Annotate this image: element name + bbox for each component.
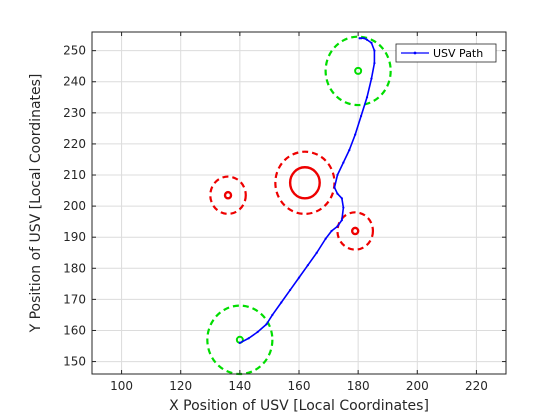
- x-tick-label: 180: [347, 379, 370, 393]
- usv-path-point: [342, 206, 345, 209]
- usv-path-point: [365, 38, 369, 41]
- legend-swatch-marker: [413, 51, 417, 55]
- usv-path-point: [238, 341, 241, 345]
- y-tick-label: 210: [63, 168, 86, 182]
- y-tick-label: 220: [63, 137, 86, 151]
- legend-entry-usv-path: USV Path: [433, 47, 483, 60]
- usv-path-point: [336, 192, 339, 195]
- usv-path-point: [265, 323, 268, 326]
- usv-path-point: [342, 161, 345, 164]
- usv-path-point: [360, 114, 363, 118]
- usv-path-point: [370, 77, 373, 80]
- usv-path-point: [297, 276, 301, 279]
- usv-path-point: [358, 37, 361, 40]
- usv-path-point: [362, 37, 366, 40]
- usv-path-point: [333, 186, 336, 189]
- y-tick-label: 200: [63, 199, 86, 213]
- usv-path-point: [336, 225, 339, 228]
- y-tick-label: 180: [63, 261, 86, 275]
- goal-region-circle: [324, 35, 392, 107]
- tick-layer: 100 120 140 160 180 200 220 150 160 170 180 190 200 2…: [63, 32, 506, 393]
- x-tick-label: 140: [228, 379, 251, 393]
- y-tick-label: 230: [63, 106, 86, 120]
- path-layer: [238, 37, 376, 345]
- x-axis-label: X Position of USV [Local Coordinates]: [169, 398, 429, 414]
- usv-path-point: [289, 288, 292, 292]
- usv-path-point: [370, 41, 373, 44]
- usv-path-point: [373, 49, 376, 52]
- usv-path-point: [247, 337, 250, 340]
- usv-path-point: [348, 149, 351, 152]
- usv-path-point: [330, 229, 333, 233]
- usv-path-point: [340, 197, 343, 200]
- usv-path-point: [340, 219, 343, 222]
- y-tick-label: 170: [63, 292, 86, 306]
- obstacle-safety-circle: [209, 175, 247, 215]
- x-tick-label: 220: [465, 379, 488, 393]
- x-tick-label: 100: [110, 379, 133, 393]
- usv-path-line: [239, 37, 376, 344]
- x-tick-label: 120: [169, 379, 192, 393]
- usv-path-point: [271, 313, 274, 317]
- y-tick-label: 250: [63, 44, 86, 58]
- obstacle-safety-circle: [336, 211, 375, 251]
- obstacle-circle: [350, 226, 360, 236]
- usv-path-point: [365, 96, 369, 99]
- usv-path-point: [373, 61, 376, 65]
- obstacle-circle: [223, 190, 233, 200]
- usv-path-point: [315, 251, 318, 254]
- legend-box: [395, 43, 497, 63]
- usv-path-point: [324, 237, 327, 240]
- y-tick-label: 190: [63, 230, 86, 244]
- usv-path-point: [256, 330, 259, 334]
- grid: [92, 32, 506, 374]
- obstacle-circle: [288, 166, 321, 200]
- x-tick-label: 160: [288, 379, 311, 393]
- y-tick-label: 240: [63, 75, 86, 89]
- y-tick-label: 150: [63, 355, 86, 369]
- usv-path-point: [306, 264, 309, 267]
- goal-point-marker: [354, 66, 363, 75]
- usv-path-point: [280, 301, 283, 304]
- usv-path-point: [354, 133, 357, 136]
- y-tick-label: 160: [63, 323, 86, 337]
- y-axis-label: Y Position of USV [Local Coordinates]: [28, 74, 44, 334]
- obstacle-safety-circle: [274, 150, 336, 215]
- legend: USV Path: [395, 43, 497, 63]
- usv-path-point: [336, 173, 339, 177]
- plot-area: 100 120 140 160 180 200 220 150 160 170 180 190 200 2…: [63, 31, 507, 393]
- x-tick-label: 200: [406, 379, 429, 393]
